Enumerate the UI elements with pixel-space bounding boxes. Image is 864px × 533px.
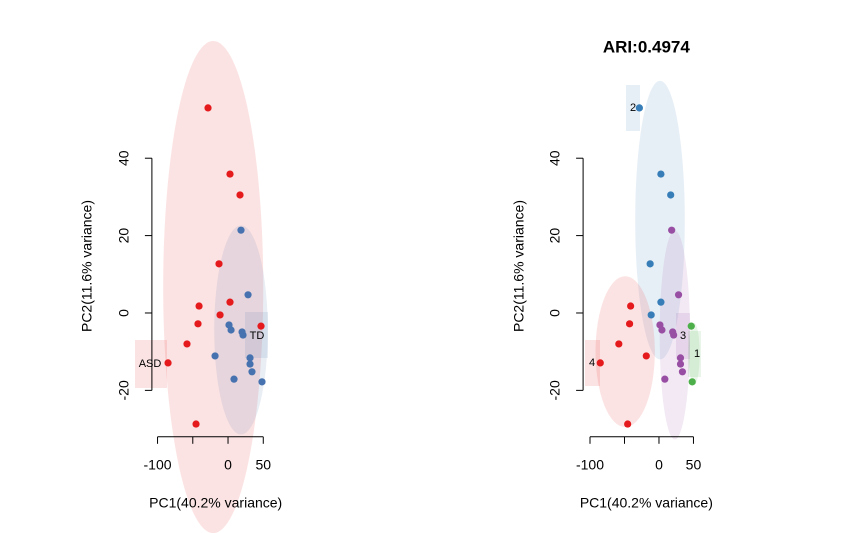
y-tick-label: 20 xyxy=(116,228,132,244)
point xyxy=(674,291,683,299)
point xyxy=(676,354,685,362)
chart-title: ARI:0.4974 xyxy=(603,37,690,56)
ellipse xyxy=(688,323,700,385)
point xyxy=(667,191,675,199)
point xyxy=(239,331,247,339)
point xyxy=(676,360,685,368)
y-tick-label: 40 xyxy=(116,150,132,166)
series-label: 1 xyxy=(694,348,700,360)
point xyxy=(596,359,604,367)
point xyxy=(647,311,655,319)
point xyxy=(211,352,219,360)
ellipse xyxy=(163,41,264,533)
point xyxy=(195,302,203,310)
y-tick-label: 0 xyxy=(547,309,563,317)
point xyxy=(635,104,643,112)
point xyxy=(668,226,676,234)
point xyxy=(257,322,265,330)
point xyxy=(646,260,654,268)
label-box xyxy=(688,331,701,377)
label-box xyxy=(676,313,690,359)
label-box xyxy=(135,340,167,388)
point xyxy=(237,226,245,234)
x-tick-label: 0 xyxy=(224,457,232,473)
point xyxy=(687,322,695,330)
series-label: 4 xyxy=(589,357,595,369)
point xyxy=(236,191,244,199)
x-axis-title: PC1(40.2% variance) xyxy=(580,495,713,511)
point xyxy=(642,352,650,360)
point xyxy=(226,170,234,178)
x-tick-label: -100 xyxy=(144,457,172,473)
point xyxy=(657,298,665,306)
series-label: 3 xyxy=(680,330,686,342)
series-label: ASD xyxy=(139,358,162,370)
ellipse xyxy=(595,276,655,428)
x-tick-label: 50 xyxy=(686,457,702,473)
point xyxy=(216,311,224,319)
y-tick-label: -20 xyxy=(547,380,563,400)
label-box xyxy=(626,85,640,131)
point xyxy=(670,331,678,339)
point xyxy=(244,291,252,299)
y-tick-label: 20 xyxy=(547,228,563,244)
ellipse xyxy=(635,80,685,360)
point xyxy=(625,320,634,328)
point xyxy=(658,326,666,334)
point xyxy=(258,378,266,386)
point xyxy=(678,368,687,376)
y-tick-label: 0 xyxy=(116,309,132,317)
point xyxy=(624,420,632,428)
series-label: TD xyxy=(250,330,265,342)
point xyxy=(246,360,254,368)
y-axis-title: PC2(11.6% variance) xyxy=(79,200,95,332)
point xyxy=(661,375,669,383)
y-tick-label: -20 xyxy=(116,380,132,400)
point xyxy=(183,340,191,348)
point xyxy=(615,340,623,348)
y-tick-label: 40 xyxy=(547,150,563,166)
point xyxy=(627,302,635,310)
point xyxy=(164,359,172,367)
point xyxy=(657,170,665,178)
point xyxy=(248,368,256,376)
x-axis-title: PC1(40.2% variance) xyxy=(149,495,282,511)
x-tick-label: 0 xyxy=(655,457,663,473)
point xyxy=(215,260,223,268)
point xyxy=(230,375,238,383)
x-tick-label: -100 xyxy=(576,457,604,473)
point xyxy=(194,320,202,328)
point xyxy=(192,420,200,428)
point xyxy=(204,104,212,112)
point xyxy=(246,354,254,362)
y-axis-title: PC2(11.6% variance) xyxy=(511,200,527,332)
point xyxy=(226,298,234,306)
point xyxy=(227,326,235,334)
x-tick-label: 50 xyxy=(255,457,271,473)
label-box xyxy=(585,340,600,386)
series-label: 2 xyxy=(630,102,636,114)
point xyxy=(688,378,696,386)
